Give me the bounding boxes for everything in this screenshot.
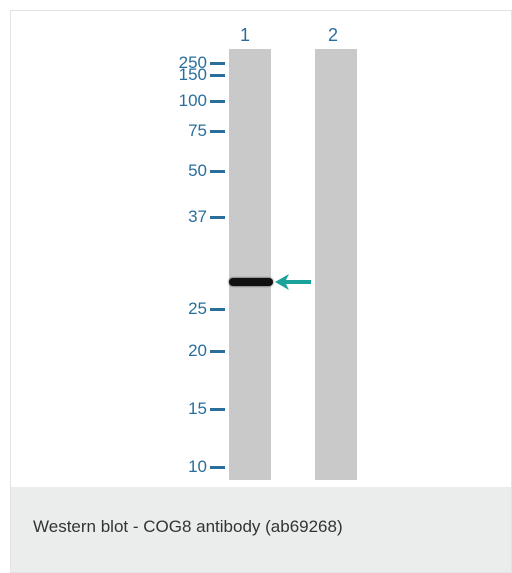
marker-10: 10 [161,457,229,477]
marker-label: 150 [178,65,207,84]
marker-37: 37 [161,207,229,227]
marker-tick [210,216,225,219]
marker-tick [210,308,225,311]
marker-250: 250 [161,53,229,73]
lane-2 [315,49,357,480]
marker-label: 10 [188,457,207,476]
arrow-left-icon [275,274,311,290]
marker-label: 100 [178,91,207,110]
marker-label: 250 [178,53,207,72]
marker-20: 20 [161,341,229,361]
marker-tick [210,408,225,411]
marker-label: 75 [188,121,207,140]
marker-tick [210,62,225,65]
marker-label: 15 [188,399,207,418]
marker-tick [210,74,225,77]
marker-label: 25 [188,299,207,318]
marker-tick [210,100,225,103]
marker-25: 25 [161,299,229,319]
lane-label-1: 1 [240,25,251,45]
lane-label-2: 2 [328,25,339,45]
marker-label: 50 [188,161,207,180]
marker-150: 150 [161,65,229,85]
image-card: 1 2 250 150 100 75 50 37 25 [10,10,512,573]
marker-50: 50 [161,161,229,181]
marker-75: 75 [161,121,229,141]
marker-tick [210,170,225,173]
marker-15: 15 [161,399,229,419]
marker-tick [210,350,225,353]
image-caption: Western blot - COG8 antibody (ab69268) [11,487,511,572]
caption-text: Western blot - COG8 antibody (ab69268) [33,517,343,536]
marker-tick [210,130,225,133]
marker-label: 20 [188,341,207,360]
marker-100: 100 [161,91,229,111]
marker-tick [210,466,225,469]
western-blot-image: 1 2 250 150 100 75 50 37 25 [11,11,511,487]
marker-label: 37 [188,207,207,226]
lane-1 [229,49,271,480]
protein-band [229,278,273,286]
